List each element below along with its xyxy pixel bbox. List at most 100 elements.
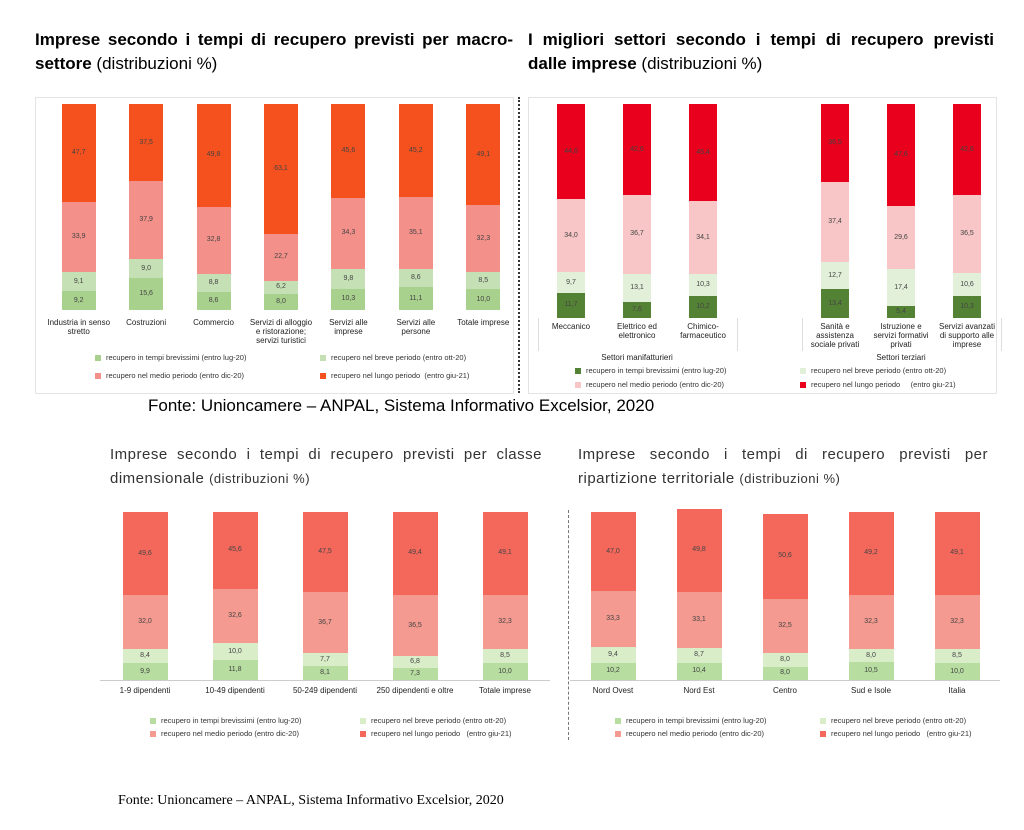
x-tick-label: Servizi di alloggio e ristorazione; serv… [249, 318, 313, 345]
data-label: 37,9 [139, 216, 153, 224]
source: Fonte: Unioncamere – ANPAL, Sistema Info… [148, 396, 655, 415]
bar-segment [122, 512, 168, 596]
legend-label: recupero in tempi brevissimi (entro lug-… [626, 716, 767, 725]
legend-swatch [820, 717, 826, 724]
data-label: 10,3 [696, 281, 710, 289]
bar-segment [122, 649, 168, 664]
legend-label: recupero in tempi brevissimi (entro lug-… [161, 716, 302, 725]
data-label: 10,6 [960, 280, 974, 288]
bar-segment [122, 595, 168, 650]
bar-segment [331, 268, 366, 289]
legend-label: recupero nel breve periodo (entro ott-20… [331, 353, 467, 362]
data-label: 10,4 [692, 667, 706, 675]
data-label: 8,6 [410, 274, 421, 282]
data-label: 7,7 [320, 655, 330, 663]
bar-segment [934, 663, 980, 680]
bar-segment [590, 662, 636, 680]
data-label: 8,7 [694, 651, 704, 659]
data-label: 9,7 [566, 278, 576, 286]
bar-segment [482, 594, 528, 649]
bar-segment [887, 269, 915, 307]
data-label: 15,6 [139, 289, 153, 297]
bar-segment [466, 271, 501, 290]
legend-label: recupero in tempi brevissimi (entro lug-… [586, 366, 727, 375]
axis-line [100, 680, 550, 681]
chart-title: Imprese secondo i tempi di recupero prev… [110, 446, 542, 487]
data-label: 29,6 [894, 233, 908, 241]
x-tick-label: Nord Ovest [592, 686, 634, 695]
legend-item: recupero nel medio periodo (entro dic-20… [150, 729, 299, 738]
x-tick-label: Costruzioni [126, 318, 167, 327]
legend-swatch [150, 730, 156, 737]
data-label: 7,6 [632, 305, 642, 313]
data-label: 8,0 [276, 297, 286, 305]
data-label: 42,6 [960, 145, 974, 153]
bar-segment [676, 662, 722, 680]
legend-label: recupero nel breve periodo (entro ott-20… [811, 366, 947, 375]
data-label: 36,5 [828, 139, 842, 147]
bar-segment [689, 201, 717, 275]
legend-item: recupero nel lungo periodo (entro giu-21… [360, 729, 512, 738]
bar-segment [689, 274, 717, 297]
group-divider [538, 318, 738, 351]
data-label: 8,5 [478, 276, 489, 284]
data-label: 63,1 [274, 164, 288, 172]
legend-item: recupero nel medio periodo (entro dic-20… [95, 371, 244, 380]
legend-label: recupero nel medio periodo (entro dic-20… [106, 371, 244, 380]
bar-segment [61, 104, 96, 203]
bar-segment [934, 512, 980, 595]
data-label: 34,1 [696, 233, 710, 241]
bar-segment [482, 663, 528, 680]
axis-line [570, 680, 1000, 681]
data-label: 12,7 [828, 271, 842, 279]
legend-swatch [95, 372, 101, 379]
x-tick-label: Istruzione e servizi formativi privati [873, 322, 929, 349]
data-label: 37,4 [828, 218, 842, 226]
x-tick-label: Elettrico ed elettronico [616, 322, 658, 340]
data-label: 9,4 [608, 650, 618, 658]
data-label: 49,4 [408, 549, 422, 557]
bar-segment [821, 262, 849, 290]
x-tick-label: Chimico-farmaceutico [680, 322, 726, 340]
legend-label: recupero nel medio periodo (entro dic-20… [161, 729, 299, 738]
bar-segment [887, 104, 915, 206]
legend-swatch [575, 381, 581, 388]
data-label: 45,6 [228, 546, 242, 554]
data-label: 10,0 [476, 295, 491, 303]
x-tick-label: Centro [772, 686, 797, 695]
bar-segment [557, 292, 585, 318]
bar-segment [848, 512, 894, 595]
x-tick-label: 1-9 dipendenti [119, 686, 171, 695]
data-label: 9,1 [73, 277, 84, 285]
group-label: Settori terziari [876, 353, 926, 362]
legend-swatch [575, 367, 581, 374]
x-tick-label: Nord Est [683, 686, 715, 695]
divider [518, 97, 520, 393]
legend-swatch [615, 717, 621, 724]
bar-segment [482, 648, 528, 664]
legend-item: recupero nel lungo periodo (entro giu-21… [320, 371, 469, 380]
bar-segment [398, 287, 433, 310]
bar-segment [557, 104, 585, 200]
data-label: 10,2 [696, 303, 710, 311]
data-label: 13,4 [828, 299, 842, 307]
bar-segment [934, 594, 980, 649]
data-label: 33,3 [606, 615, 620, 623]
bar-segment [302, 512, 348, 592]
bar-segment [590, 512, 636, 592]
bar-segment [676, 592, 722, 648]
data-label: 33,1 [692, 616, 706, 624]
x-tick-label: Totale imprese [478, 686, 532, 695]
bar-segment [557, 199, 585, 273]
data-label: 49,8 [206, 151, 221, 159]
bar-segment [887, 306, 915, 318]
bar-segment [466, 104, 501, 206]
bar-segment [762, 598, 808, 654]
data-label: 8,5 [500, 652, 510, 660]
bar-segment [762, 666, 808, 680]
legend-label: recupero nel medio periodo (entro dic-20… [586, 380, 724, 389]
bar-segment [331, 197, 366, 269]
legend-label: recupero nel breve periodo (entro ott-20… [371, 716, 507, 725]
legend-swatch [820, 730, 826, 737]
bar-segment [61, 272, 96, 292]
